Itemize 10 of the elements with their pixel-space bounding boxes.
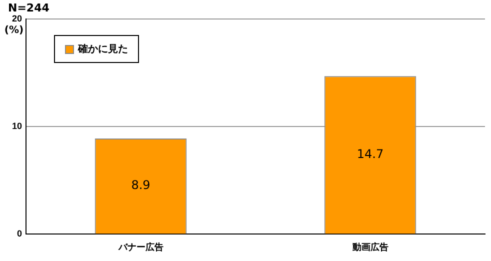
x-tick-label: 動画広告 [351,242,388,252]
y-tick-label: 0 [16,228,22,239]
y-tick-label: 20 [12,14,22,24]
data-label: 8.9 [131,178,150,192]
data-label: 14.7 [356,147,384,162]
y-axis-title: (%) [4,24,24,36]
y-tick-label: 10 [12,121,22,132]
x-tick-label: バナー広告 [117,242,164,252]
chart-title: N=244 [8,1,50,14]
legend-label: 確かに見た [78,42,128,56]
